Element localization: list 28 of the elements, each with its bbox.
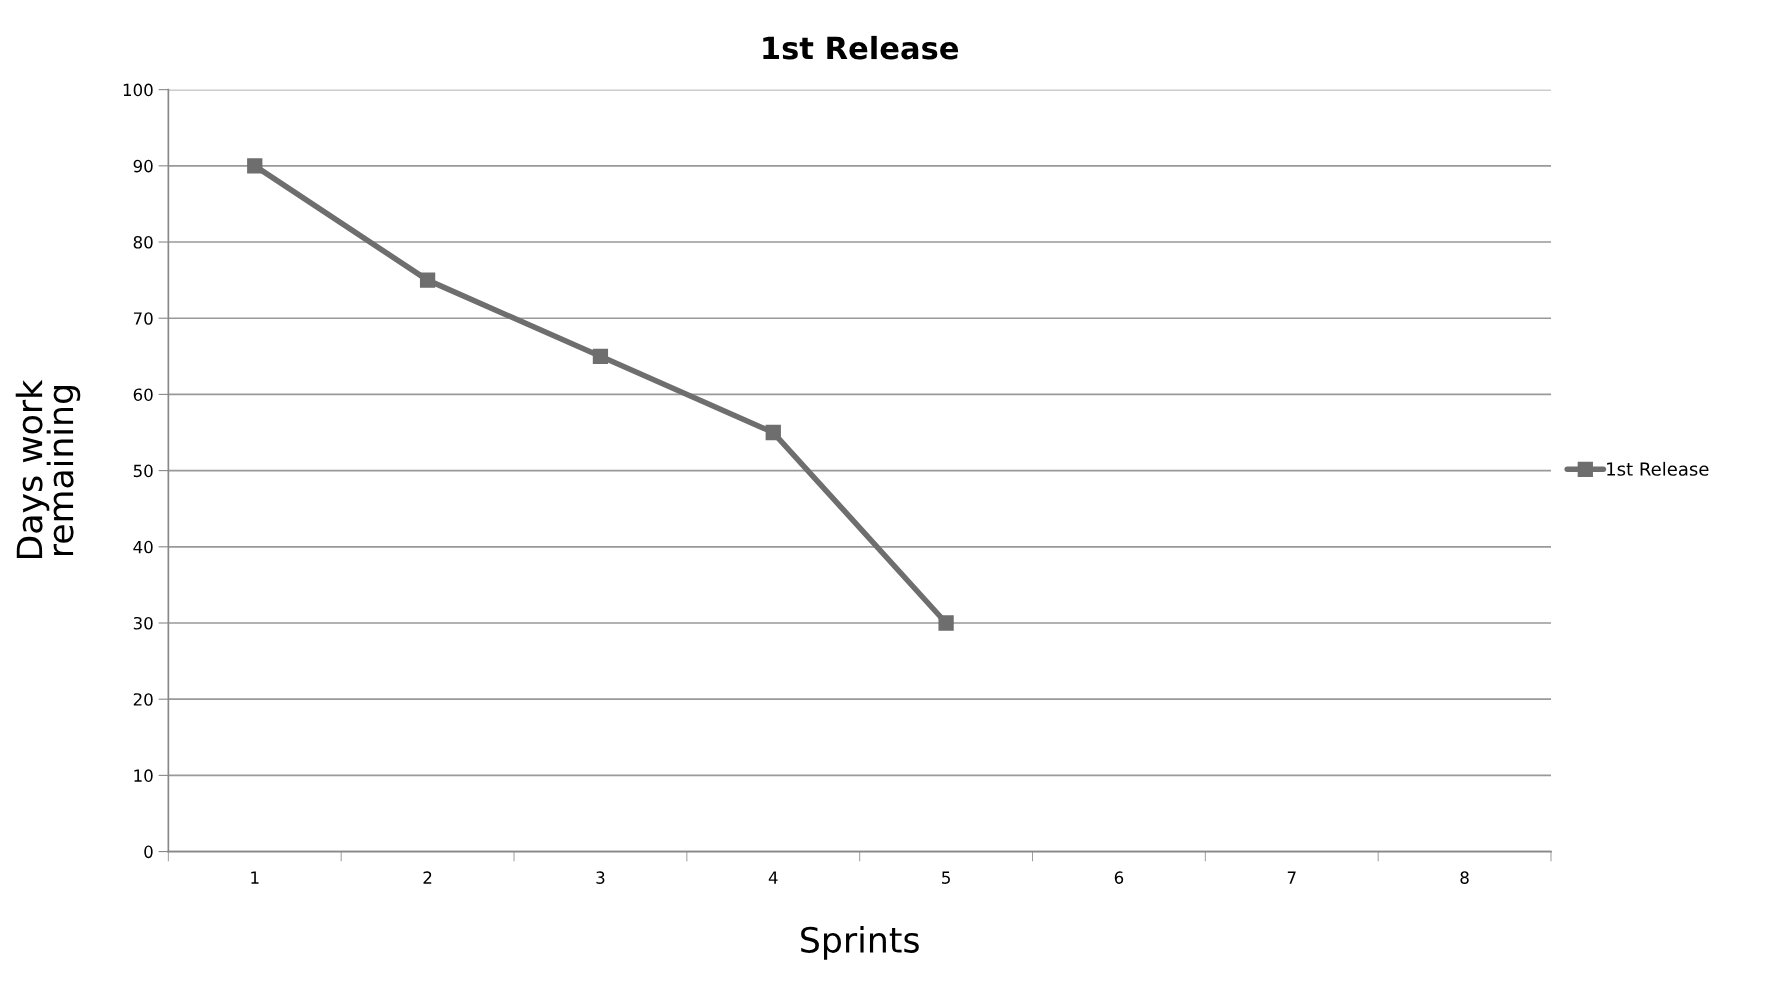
point xyxy=(765,424,781,441)
x-tick-label: 1 xyxy=(251,871,259,884)
x-tick-label: 4 xyxy=(768,871,778,884)
x-tick-label: 3 xyxy=(596,871,605,884)
y-tick-label: 60 xyxy=(133,388,153,401)
point xyxy=(419,272,436,288)
y-tick-label: 30 xyxy=(133,616,153,630)
x-tick-label: 6 xyxy=(1114,871,1124,884)
x-tick-label: 7 xyxy=(1287,871,1296,884)
x-tick-label: 2 xyxy=(423,871,432,884)
y-tick-label: 0 xyxy=(144,845,153,859)
point xyxy=(247,158,263,174)
point xyxy=(938,615,954,631)
x-tick-label: 8 xyxy=(1460,871,1469,884)
point xyxy=(592,348,609,364)
chart-title: 1st Release xyxy=(763,35,959,60)
y-tick-label: 10 xyxy=(134,769,153,782)
y-tick-label: 80 xyxy=(133,235,153,249)
legend-label: 1st Release xyxy=(1607,461,1709,476)
y-tick-label: 90 xyxy=(133,159,153,173)
y-axis-title: Days work remaining xyxy=(15,379,81,559)
y-tick-label: 100 xyxy=(123,83,153,97)
y-tick-label: 40 xyxy=(133,540,153,554)
y-tick-label: 50 xyxy=(133,464,153,478)
x-tick-label: 5 xyxy=(942,871,950,884)
x-axis-title: Sprints xyxy=(801,926,919,960)
y-tick-label: 70 xyxy=(133,312,153,325)
y-tick-label: 20 xyxy=(133,693,153,706)
